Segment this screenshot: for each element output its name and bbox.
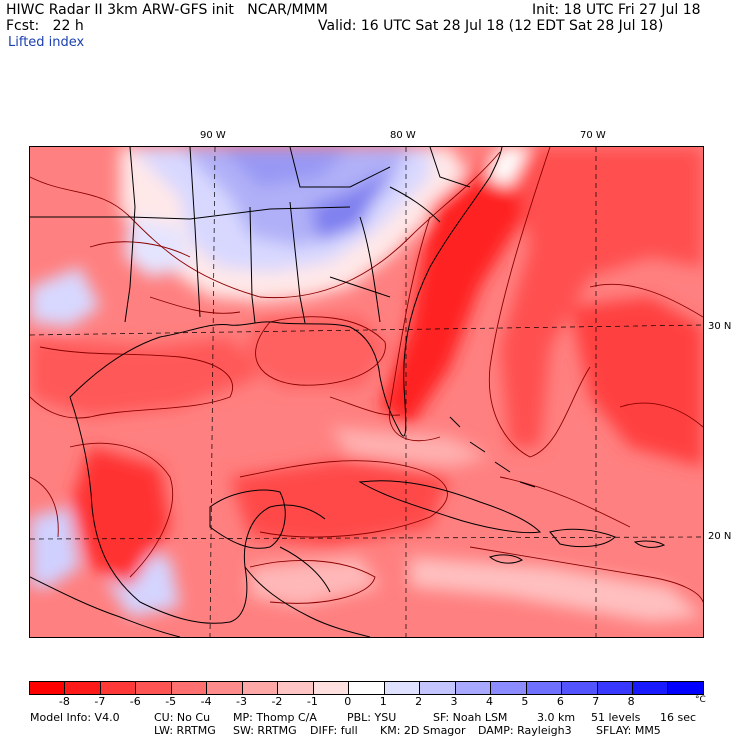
colorbar-tick-label: 7 [592,695,600,708]
field-shading [30,147,703,622]
colorbar-tick-label: 2 [415,695,423,708]
model-info-version: Model Info: V4.0 [30,711,120,724]
colorbar-segment [349,682,385,694]
model-info-km: KM: 2D Smagor [380,724,466,737]
lifted-index-contours [30,147,703,604]
model-info-shortwave: SW: RRTMG [233,724,297,737]
field-name: Lifted index [8,35,85,50]
colorbar-tick-label: -5 [165,695,177,708]
lifted-index-map [30,147,703,637]
init-time: Init: 18 UTC Fri 27 Jul 18 [532,2,701,18]
colorbar-tick-label: 6 [556,695,564,708]
colorbar-segment [242,682,279,694]
colorbar-segment [384,682,421,694]
model-info-pbl: PBL: YSU [347,711,397,724]
model-info-damping: DAMP: Rayleigh3 [478,724,572,737]
longitude-label-70w: 70 W [580,130,606,141]
colorbar-segment [100,682,137,694]
colorbar-segment [171,682,208,694]
model-info-levels: 51 levels [591,711,641,724]
colorbar-segment [668,682,703,694]
colorbar-segment [562,682,598,694]
colorbar-segment [455,682,492,694]
colorbar-tick-label: -7 [94,695,106,708]
colorbar-segment [278,682,314,694]
colorbar-tick-label: 4 [485,695,493,708]
colorbar-segment [491,682,527,694]
colorbar-segment [207,682,243,694]
forecast-hour: Fcst: 22 h [6,18,84,34]
model-info-timestep: 16 sec [660,711,697,724]
colorbar-segment [632,682,669,694]
colorbar-unit: °C [695,695,706,705]
colorbar-segment [30,682,66,694]
latitude-label-30n: 30 N [708,321,732,332]
colorbar-tick-label: -2 [271,695,283,708]
model-info-surface: SF: Noah LSM [433,711,508,724]
political-boundaries [30,147,666,637]
colorbar-tick-label: -8 [58,695,70,708]
latitude-label-20n: 20 N [708,531,732,542]
colorbar-tick-label: 3 [450,695,458,708]
colorbar-segment [420,682,456,694]
valid-time: Valid: 16 UTC Sat 28 Jul 18 (12 EDT Sat … [318,18,664,34]
model-info-cumulus: CU: No Cu [154,711,211,724]
map-title: HIWC Radar II 3km ARW-GFS init NCAR/MMM [6,2,328,18]
model-info-diffusion: DIFF: full [310,724,358,737]
colorbar-tick-label: -1 [306,695,318,708]
colorbar-segment [597,682,633,694]
model-info-microphysics: MP: Thomp C/A [233,711,317,724]
colorbar-segment [526,682,563,694]
model-info-sflay: SFLAY: MM5 [596,724,661,737]
colorbar-tick-label: 8 [627,695,635,708]
colorbar-tick-label: -4 [200,695,212,708]
colorbar [29,681,704,695]
colorbar-tick-label: 5 [521,695,529,708]
colorbar-tick-label: 1 [379,695,387,708]
colorbar-segment [65,682,101,694]
lat-lon-grid [30,147,703,637]
model-info-resolution: 3.0 km [537,711,576,724]
colorbar-segment [136,682,172,694]
longitude-label-90w: 90 W [200,130,226,141]
colorbar-tick-label: -6 [129,695,141,708]
map-panel [29,146,704,638]
model-info-longwave: LW: RRTMG [154,724,216,737]
colorbar-segment [313,682,350,694]
colorbar-tick-label: -3 [236,695,247,708]
longitude-label-80w: 80 W [390,130,416,141]
colorbar-tick-label: 0 [344,695,352,708]
